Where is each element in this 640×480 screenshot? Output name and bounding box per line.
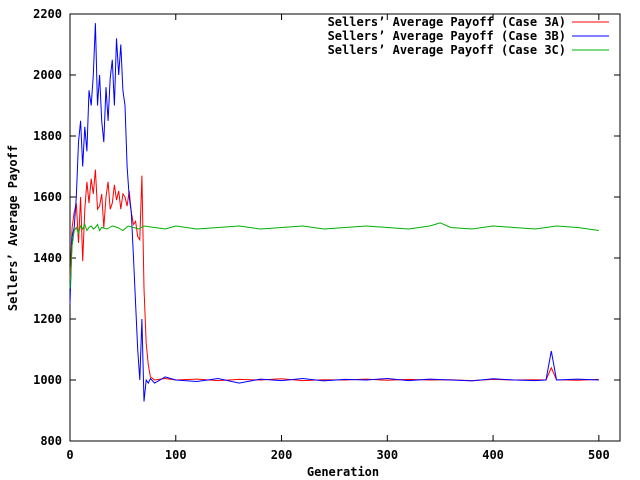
y-tick-label: 1800 (33, 129, 62, 143)
x-tick-label: 200 (271, 448, 293, 462)
series-line-1 (69, 169, 599, 382)
x-tick-label: 400 (482, 448, 504, 462)
plot-frame (69, 13, 621, 442)
x-tick-label: 500 (588, 448, 610, 462)
series-line-2 (69, 23, 599, 402)
legend-label-3: Sellers’ Average Payoff (Case 3C) (328, 43, 566, 57)
y-tick-label: 1400 (33, 251, 62, 265)
x-axis-label: Generation (307, 465, 379, 479)
x-tick-label: 300 (376, 448, 398, 462)
series-line-3 (69, 222, 599, 289)
legend-label-2: Sellers’ Average Payoff (Case 3B) (328, 29, 566, 43)
y-tick-label: 2200 (33, 7, 62, 21)
y-tick-label: 1600 (33, 190, 62, 204)
x-tick-label: 100 (165, 448, 187, 462)
legend-label-1: Sellers’ Average Payoff (Case 3A) (328, 15, 566, 29)
tick-group: 0 100 200 300 400 500 800 1000 1200 1400 1600 1800 2… (33, 7, 620, 462)
y-tick-label: 1000 (33, 373, 62, 387)
y-tick-label: 800 (40, 434, 62, 448)
x-tick-label: 0 (66, 448, 73, 462)
y-tick-label: 1200 (33, 312, 62, 326)
y-axis-label: Sellers’ Average Payoff (6, 145, 20, 311)
series-group (69, 23, 599, 402)
y-tick-label: 2000 (33, 68, 62, 82)
legend: Sellers’ Average Payoff (Case 3A)Sellers… (328, 15, 609, 57)
